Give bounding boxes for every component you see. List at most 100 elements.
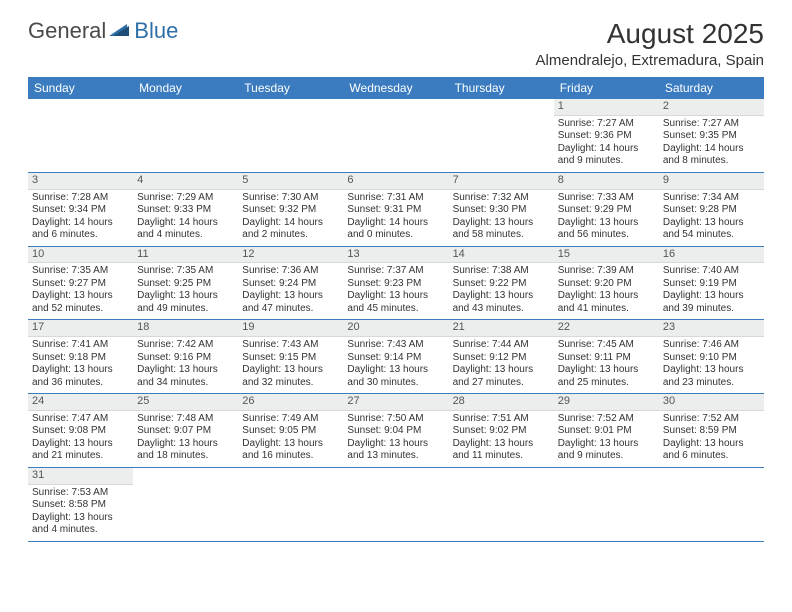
daylight-text: Daylight: 14 hours and 0 minutes.	[347, 217, 444, 242]
calendar-cell: 25Sunrise: 7:48 AMSunset: 9:07 PMDayligh…	[133, 394, 238, 467]
cell-content: Sunrise: 7:49 AMSunset: 9:05 PMDaylight:…	[238, 411, 343, 467]
cell-content: Sunrise: 7:33 AMSunset: 9:29 PMDaylight:…	[554, 190, 659, 246]
calendar-week: 10Sunrise: 7:35 AMSunset: 9:27 PMDayligh…	[28, 247, 764, 321]
sunrise-text: Sunrise: 7:40 AM	[663, 265, 760, 278]
daylight-text: Daylight: 13 hours and 34 minutes.	[137, 364, 234, 389]
day-number: 20	[343, 320, 448, 337]
sunset-text: Sunset: 8:59 PM	[663, 425, 760, 438]
day-number: 22	[554, 320, 659, 337]
daylight-text: Daylight: 13 hours and 32 minutes.	[242, 364, 339, 389]
calendar-week: 31Sunrise: 7:53 AMSunset: 8:58 PMDayligh…	[28, 468, 764, 542]
day-number: 1	[554, 99, 659, 116]
sunset-text: Sunset: 9:18 PM	[32, 352, 129, 365]
sunrise-text: Sunrise: 7:36 AM	[242, 265, 339, 278]
calendar-cell	[238, 468, 343, 541]
cell-content: Sunrise: 7:52 AMSunset: 8:59 PMDaylight:…	[659, 411, 764, 467]
calendar-cell: 11Sunrise: 7:35 AMSunset: 9:25 PMDayligh…	[133, 247, 238, 320]
sunrise-text: Sunrise: 7:39 AM	[558, 265, 655, 278]
day-number: 4	[133, 173, 238, 190]
day-header: Saturday	[659, 77, 764, 99]
daylight-text: Daylight: 14 hours and 9 minutes.	[558, 143, 655, 168]
sunrise-text: Sunrise: 7:34 AM	[663, 192, 760, 205]
day-number: 21	[449, 320, 554, 337]
cell-content: Sunrise: 7:43 AMSunset: 9:14 PMDaylight:…	[343, 337, 448, 393]
sunrise-text: Sunrise: 7:27 AM	[558, 118, 655, 131]
calendar-cell: 22Sunrise: 7:45 AMSunset: 9:11 PMDayligh…	[554, 320, 659, 393]
calendar-cell: 15Sunrise: 7:39 AMSunset: 9:20 PMDayligh…	[554, 247, 659, 320]
day-number: 12	[238, 247, 343, 264]
calendar-cell	[28, 99, 133, 172]
calendar-cell: 2Sunrise: 7:27 AMSunset: 9:35 PMDaylight…	[659, 99, 764, 172]
sunset-text: Sunset: 9:32 PM	[242, 204, 339, 217]
day-number: 31	[28, 468, 133, 485]
day-number: 2	[659, 99, 764, 116]
cell-content: Sunrise: 7:50 AMSunset: 9:04 PMDaylight:…	[343, 411, 448, 467]
day-number: 7	[449, 173, 554, 190]
daylight-text: Daylight: 13 hours and 16 minutes.	[242, 438, 339, 463]
day-number: 3	[28, 173, 133, 190]
sunrise-text: Sunrise: 7:35 AM	[32, 265, 129, 278]
day-header: Friday	[554, 77, 659, 99]
day-header: Tuesday	[238, 77, 343, 99]
calendar-cell: 6Sunrise: 7:31 AMSunset: 9:31 PMDaylight…	[343, 173, 448, 246]
day-number: 26	[238, 394, 343, 411]
calendar-cell: 17Sunrise: 7:41 AMSunset: 9:18 PMDayligh…	[28, 320, 133, 393]
sunrise-text: Sunrise: 7:43 AM	[347, 339, 444, 352]
day-headers-row: SundayMondayTuesdayWednesdayThursdayFrid…	[28, 77, 764, 99]
calendar-cell: 21Sunrise: 7:44 AMSunset: 9:12 PMDayligh…	[449, 320, 554, 393]
calendar-cell: 24Sunrise: 7:47 AMSunset: 9:08 PMDayligh…	[28, 394, 133, 467]
daylight-text: Daylight: 13 hours and 13 minutes.	[347, 438, 444, 463]
sunrise-text: Sunrise: 7:42 AM	[137, 339, 234, 352]
daylight-text: Daylight: 13 hours and 52 minutes.	[32, 290, 129, 315]
sunset-text: Sunset: 9:31 PM	[347, 204, 444, 217]
sunrise-text: Sunrise: 7:52 AM	[663, 413, 760, 426]
sunset-text: Sunset: 9:08 PM	[32, 425, 129, 438]
sunset-text: Sunset: 8:58 PM	[32, 499, 129, 512]
sunrise-text: Sunrise: 7:51 AM	[453, 413, 550, 426]
daylight-text: Daylight: 14 hours and 8 minutes.	[663, 143, 760, 168]
daylight-text: Daylight: 13 hours and 27 minutes.	[453, 364, 550, 389]
cell-content: Sunrise: 7:30 AMSunset: 9:32 PMDaylight:…	[238, 190, 343, 246]
cell-content: Sunrise: 7:44 AMSunset: 9:12 PMDaylight:…	[449, 337, 554, 393]
day-header: Wednesday	[343, 77, 448, 99]
day-number: 28	[449, 394, 554, 411]
sunset-text: Sunset: 9:11 PM	[558, 352, 655, 365]
calendar: SundayMondayTuesdayWednesdayThursdayFrid…	[28, 77, 764, 542]
sunset-text: Sunset: 9:20 PM	[558, 278, 655, 291]
day-number: 6	[343, 173, 448, 190]
sunset-text: Sunset: 9:27 PM	[32, 278, 129, 291]
cell-content: Sunrise: 7:40 AMSunset: 9:19 PMDaylight:…	[659, 263, 764, 319]
cell-content: Sunrise: 7:31 AMSunset: 9:31 PMDaylight:…	[343, 190, 448, 246]
sunset-text: Sunset: 9:12 PM	[453, 352, 550, 365]
sunrise-text: Sunrise: 7:41 AM	[32, 339, 129, 352]
sunrise-text: Sunrise: 7:32 AM	[453, 192, 550, 205]
sunset-text: Sunset: 9:10 PM	[663, 352, 760, 365]
day-header: Sunday	[28, 77, 133, 99]
daylight-text: Daylight: 13 hours and 43 minutes.	[453, 290, 550, 315]
calendar-cell: 18Sunrise: 7:42 AMSunset: 9:16 PMDayligh…	[133, 320, 238, 393]
cell-content: Sunrise: 7:27 AMSunset: 9:36 PMDaylight:…	[554, 116, 659, 172]
calendar-cell	[343, 99, 448, 172]
day-number: 14	[449, 247, 554, 264]
calendar-cell: 14Sunrise: 7:38 AMSunset: 9:22 PMDayligh…	[449, 247, 554, 320]
calendar-weeks: 1Sunrise: 7:27 AMSunset: 9:36 PMDaylight…	[28, 99, 764, 542]
calendar-cell: 7Sunrise: 7:32 AMSunset: 9:30 PMDaylight…	[449, 173, 554, 246]
day-number: 9	[659, 173, 764, 190]
sunset-text: Sunset: 9:24 PM	[242, 278, 339, 291]
cell-content: Sunrise: 7:43 AMSunset: 9:15 PMDaylight:…	[238, 337, 343, 393]
day-number: 8	[554, 173, 659, 190]
calendar-cell	[554, 468, 659, 541]
daylight-text: Daylight: 13 hours and 30 minutes.	[347, 364, 444, 389]
sunrise-text: Sunrise: 7:35 AM	[137, 265, 234, 278]
cell-content: Sunrise: 7:45 AMSunset: 9:11 PMDaylight:…	[554, 337, 659, 393]
sunrise-text: Sunrise: 7:37 AM	[347, 265, 444, 278]
calendar-cell: 28Sunrise: 7:51 AMSunset: 9:02 PMDayligh…	[449, 394, 554, 467]
sunset-text: Sunset: 9:01 PM	[558, 425, 655, 438]
calendar-cell	[133, 99, 238, 172]
sunrise-text: Sunrise: 7:28 AM	[32, 192, 129, 205]
sunset-text: Sunset: 9:05 PM	[242, 425, 339, 438]
cell-content: Sunrise: 7:51 AMSunset: 9:02 PMDaylight:…	[449, 411, 554, 467]
page-title: August 2025	[536, 18, 764, 50]
sunrise-text: Sunrise: 7:50 AM	[347, 413, 444, 426]
cell-content: Sunrise: 7:46 AMSunset: 9:10 PMDaylight:…	[659, 337, 764, 393]
